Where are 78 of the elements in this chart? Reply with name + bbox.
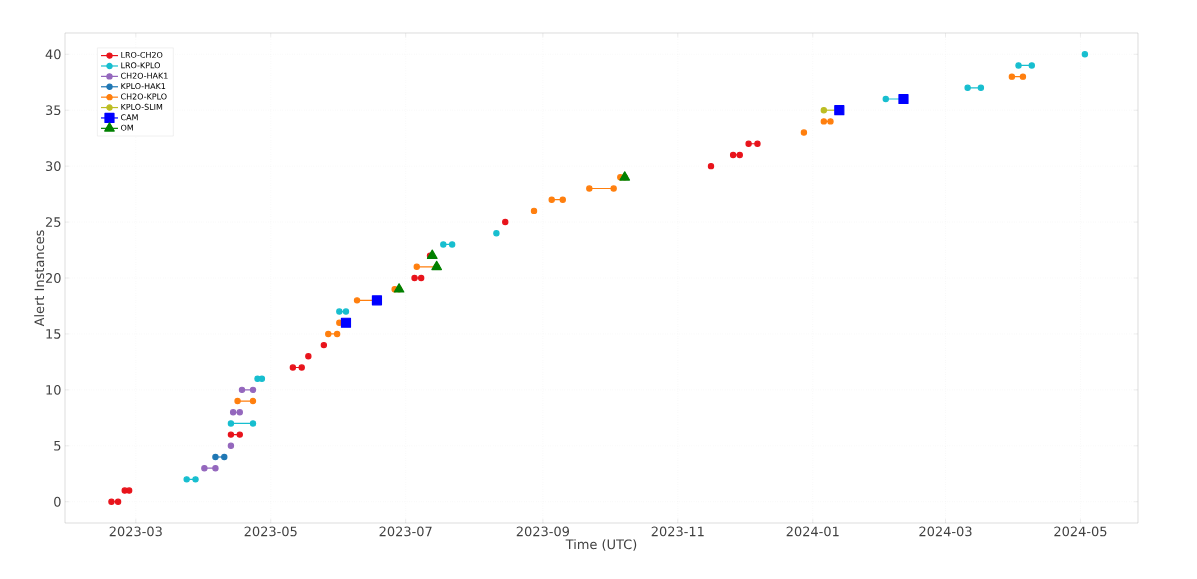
point <box>882 95 889 103</box>
point <box>559 196 566 203</box>
point <box>289 364 297 371</box>
point <box>977 84 985 92</box>
point <box>729 151 737 159</box>
point <box>754 140 761 147</box>
point <box>827 118 834 125</box>
point <box>493 230 500 237</box>
point <box>212 464 219 472</box>
point <box>212 453 219 461</box>
point <box>411 274 418 282</box>
x-tick-label: 2023-03 <box>109 526 162 537</box>
x-tick-label: 2023-11 <box>651 526 704 537</box>
point <box>1015 62 1022 69</box>
point <box>1019 73 1027 80</box>
point <box>1081 51 1089 58</box>
point <box>236 431 243 438</box>
point <box>249 397 257 405</box>
point <box>201 464 208 472</box>
point <box>258 375 266 382</box>
point <box>336 308 343 315</box>
point <box>229 409 237 416</box>
point <box>440 241 447 248</box>
point <box>320 341 328 349</box>
point <box>417 274 425 282</box>
point <box>548 196 555 203</box>
point <box>192 476 199 483</box>
point <box>1008 73 1016 80</box>
point <box>736 151 743 159</box>
y-tick-label: 10 <box>46 384 61 395</box>
point <box>227 420 235 427</box>
x-tick-label: 2024-01 <box>786 526 839 537</box>
x-axis-title: Time (UTC) <box>565 539 637 551</box>
y-tick-label: 0 <box>54 496 61 507</box>
point <box>448 241 456 248</box>
point <box>964 84 971 92</box>
point <box>610 185 617 192</box>
point <box>745 140 752 147</box>
point <box>1028 62 1035 69</box>
point <box>221 453 228 461</box>
point <box>108 498 115 505</box>
x-tick-label: 2023-09 <box>516 526 569 537</box>
point <box>305 353 312 360</box>
point <box>114 498 122 505</box>
point <box>236 409 243 416</box>
point <box>298 364 305 371</box>
y-tick-label: 20 <box>45 273 61 283</box>
x-tick-label: 2023-07 <box>379 526 432 537</box>
point <box>502 218 509 226</box>
point <box>249 386 257 394</box>
point <box>238 386 246 394</box>
y-axis-title: Alert Instances <box>34 230 45 327</box>
y-tick-label: 40 <box>45 49 61 60</box>
x-tick-label: 2023-05 <box>244 526 297 537</box>
point <box>234 397 241 405</box>
y-tick-label: 5 <box>54 441 61 451</box>
point <box>227 442 235 450</box>
x-tick-label: 2024-03 <box>919 526 972 537</box>
point <box>586 185 593 192</box>
point <box>325 330 332 338</box>
point <box>249 420 257 427</box>
point <box>530 207 538 215</box>
point <box>820 118 828 125</box>
point <box>342 308 350 315</box>
y-tick-label: 15 <box>46 329 61 339</box>
point <box>707 162 715 170</box>
y-tick-label: 35 <box>45 105 61 116</box>
point <box>426 249 438 259</box>
point <box>800 129 808 136</box>
y-tick-label: 30 <box>45 161 61 172</box>
point <box>353 297 361 304</box>
y-tick-label: 25 <box>45 217 61 227</box>
point <box>413 263 420 271</box>
point <box>333 330 341 338</box>
point <box>183 476 190 483</box>
point <box>227 431 235 438</box>
x-tick-label: 2024-05 <box>1054 526 1107 537</box>
point <box>820 106 828 114</box>
